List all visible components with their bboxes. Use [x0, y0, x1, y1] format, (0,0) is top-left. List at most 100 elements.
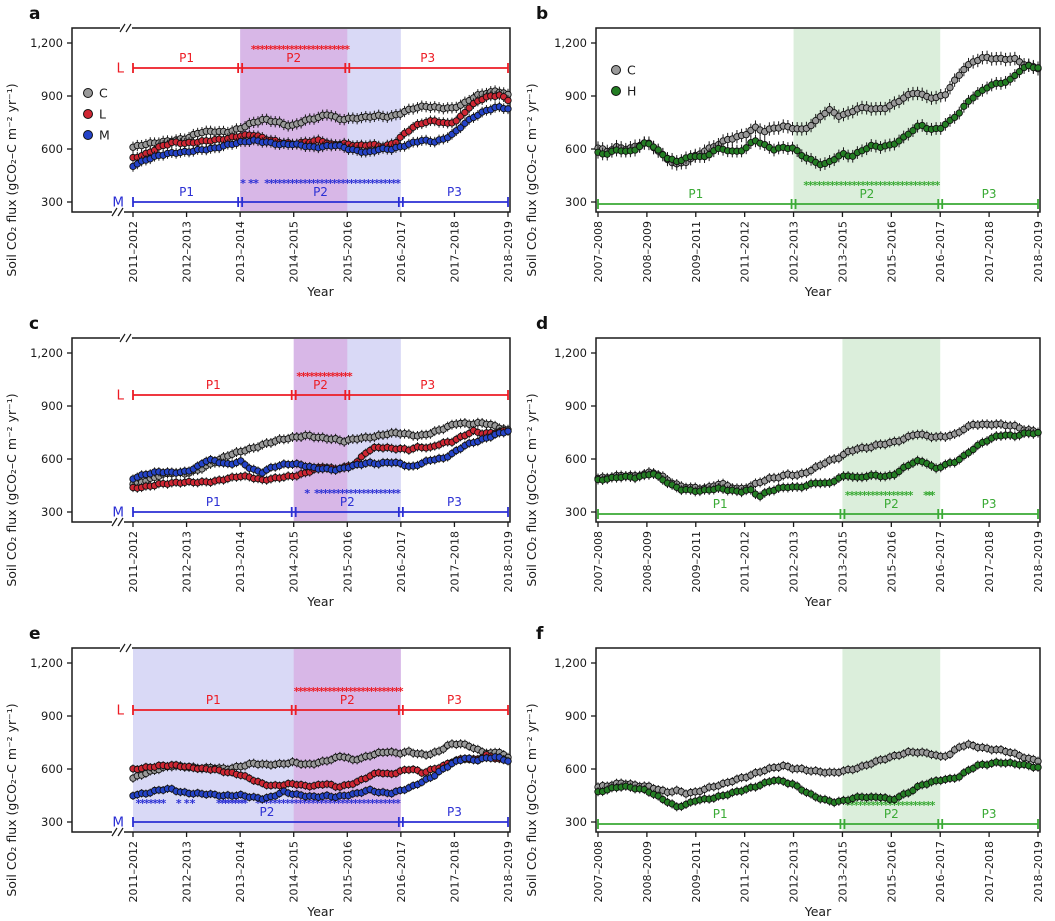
period-bar-M: P2 P3M******* * ** ********* ****************… [112, 797, 509, 831]
y-axis: 300 600 900 1,200 Soil CO₂ flux (gCO₂–C m⁻² … [524, 346, 596, 587]
panel-c-plot: 300 600 900 1,200 Soil CO₂ flux (gCO₂–C m⁻² … [4, 333, 515, 609]
x-tick-label: 2008–2009 [641, 531, 654, 593]
legend-marker-C [83, 88, 93, 98]
x-tick-label: 2015–2016 [885, 531, 898, 593]
panel-d: 300 600 900 1,200 Soil CO₂ flux (gCO₂–C m⁻² … [520, 310, 1055, 620]
y-tick-label: 900 [565, 89, 587, 103]
treatment-letter: L [116, 61, 124, 77]
x-tick-label: 2011–2012 [739, 531, 752, 593]
series-C [594, 739, 1042, 799]
significance-asterisks: * ** [240, 177, 259, 190]
data-point [504, 96, 512, 105]
panel-letter-c: c [29, 314, 40, 334]
series-M [129, 101, 512, 172]
y-tick-label: 300 [565, 195, 587, 209]
period-label: P1 [206, 693, 221, 707]
plot-frame [595, 27, 1041, 213]
x-tick-label: 2007–2008 [592, 841, 605, 903]
x-tick-label: 2017–2018 [983, 221, 996, 283]
y-axis: 300 600 900 1,200 Soil CO₂ flux (gCO₂–C m⁻² … [4, 346, 72, 587]
data-point [456, 124, 465, 132]
x-axis-title: Year [804, 904, 832, 919]
y-axis-title: Soil CO₂ flux (gCO₂–C m⁻² yr⁻¹) [4, 83, 19, 276]
period-label: P1 [688, 187, 703, 201]
y-tick-label: 1,200 [554, 346, 587, 360]
x-axis-title: Year [306, 904, 334, 919]
y-tick-label: 300 [41, 505, 63, 519]
y-axis-title: Soil CO₂ flux (gCO₂–C m⁻² yr⁻¹) [524, 393, 539, 586]
series-H [594, 59, 1042, 172]
x-axis: 2007–2008 2008–2009 2009–2011 2011–2012 2012… [592, 212, 1045, 299]
data-point [960, 102, 968, 110]
x-tick-label: 2015–2016 [341, 531, 354, 593]
period-bar-M: P1 P2 P3 M * ** *****************************… [112, 177, 509, 211]
x-tick-label: 2018–2019 [1032, 841, 1045, 903]
period-label: P2 [313, 185, 328, 199]
y-tick-label: 900 [41, 399, 63, 413]
period-label: P2 [884, 497, 899, 511]
data-point [742, 130, 750, 139]
x-axis: 2007–2008 2008–2009 2009–2011 2011–2012 2012… [592, 522, 1045, 609]
axis-break-icon [111, 207, 124, 217]
x-tick-label: 2013–2014 [234, 531, 247, 593]
data-point [793, 782, 801, 790]
panel-f-plot: 300 600 900 1,200 Soil CO₂ flux (gCO₂–C m⁻² … [524, 647, 1045, 919]
x-tick-label: 2018–2019 [502, 531, 515, 593]
y-axis-title: Soil CO₂ flux (gCO₂–C m⁻² yr⁻¹) [524, 83, 539, 276]
data-point [452, 117, 460, 125]
x-tick-label: 2013–2015 [836, 841, 849, 903]
x-tick-label: 2007–2008 [592, 221, 605, 283]
panel-e-plot: 300 600 900 1,200 Soil CO₂ flux (gCO₂–C m⁻² … [4, 643, 515, 919]
significance-asterisks: ************* [296, 370, 352, 383]
period-label: P1 [179, 185, 194, 199]
x-tick-label: 2018–2019 [502, 841, 515, 903]
y-tick-label: 900 [41, 89, 63, 103]
data-point [941, 91, 950, 99]
x-axis: 2011–2012 2012–2013 2013–2014 2014–2015 2015… [127, 522, 515, 609]
data-point [1011, 71, 1019, 80]
period-label: P1 [206, 495, 221, 509]
panel-d-plot: 300 600 900 1,200 Soil CO₂ flux (gCO₂–C m⁻² … [524, 337, 1045, 609]
x-tick-label: 2012–2013 [788, 221, 801, 283]
x-tick-label: 2016–2017 [395, 531, 408, 593]
panel-letter-a: a [29, 4, 41, 24]
y-tick-label: 300 [565, 815, 587, 829]
x-tick-label: 2018–2019 [1032, 531, 1045, 593]
y-tick-label: 1,200 [554, 36, 587, 50]
plot-frame [595, 647, 1041, 833]
x-tick-label: 2014–2015 [288, 221, 301, 283]
y-tick-label: 300 [41, 195, 63, 209]
data-point [793, 147, 801, 155]
data-point [747, 486, 755, 494]
data-point [946, 750, 954, 759]
y-axis: 300 600 900 1,200 Soil CO₂ flux (gCO₂–C m⁻² … [4, 656, 72, 897]
x-tick-label: 2013–2015 [836, 531, 849, 593]
treatment-letter: M [112, 505, 124, 521]
period-bar-green: P1 P2 P3**************** *** [597, 489, 1039, 519]
period-label: P3 [982, 497, 997, 511]
significance-asterisks: ******************************* [803, 179, 940, 192]
significance-asterisks: ********************************** [255, 797, 401, 810]
significance-asterisks: ********************* [845, 799, 936, 812]
treatment-letter: M [112, 195, 124, 211]
legend-marker-C [611, 65, 621, 75]
data-point [807, 121, 815, 130]
panel-letter-d: d [536, 314, 549, 334]
data-point [950, 113, 959, 122]
period-label: P3 [982, 807, 997, 821]
x-axis: 2011–2012 2012–2013 2013–2014 2014–2015 2015… [127, 212, 515, 299]
data-point [895, 137, 903, 145]
x-tick-label: 2011–2012 [739, 221, 752, 282]
significance-asterisks: ************************** [294, 685, 404, 698]
significance-asterisks: **************** [845, 489, 914, 502]
series-C [594, 50, 1042, 171]
data-point [812, 116, 820, 125]
treatment-letter: L [116, 703, 124, 719]
x-axis-title: Year [306, 284, 334, 299]
data-point [431, 772, 439, 780]
x-axis-title: Year [804, 284, 832, 299]
x-tick-label: 2007–2008 [592, 531, 605, 593]
y-axis: 300 600 900 1,200 Soil CO₂ flux (gCO₂–C m⁻² … [524, 36, 596, 277]
x-tick-label: 2009–2011 [690, 841, 703, 903]
